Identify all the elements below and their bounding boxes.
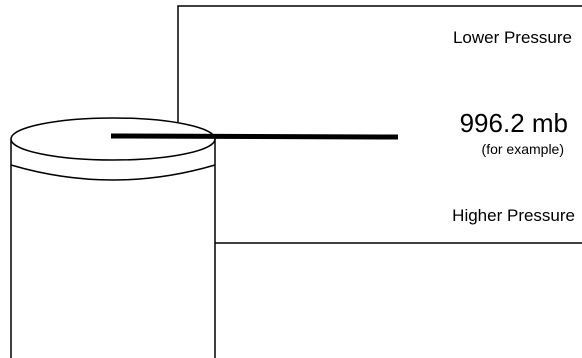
upper-pressure-box	[177, 5, 582, 122]
liquid-surface-curve	[10, 164, 216, 181]
higher-pressure-label: Higher Pressure	[452, 206, 575, 225]
cylinder-top	[10, 117, 216, 161]
lower-pressure-label: Lower Pressure	[452, 28, 572, 47]
pressure-indicator-bar	[110, 133, 399, 140]
pressure-reading: 996.2 mb	[459, 108, 568, 138]
reading-note: (for example)	[481, 141, 564, 157]
